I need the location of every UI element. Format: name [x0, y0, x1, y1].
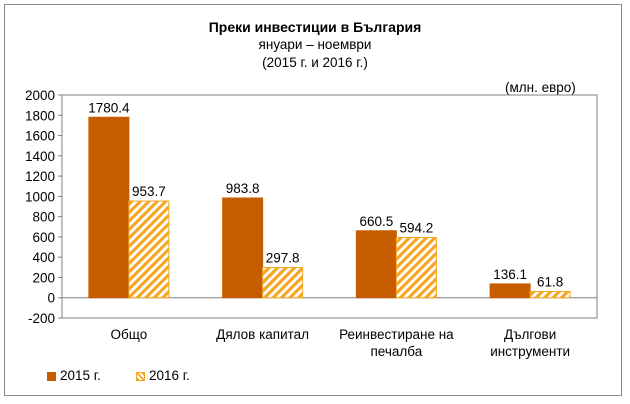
data-labels: 1780.4 953.7 983.8 297.8 660.5 594.2 136.1 61.8 — [88, 100, 563, 289]
chart-frame — [4, 4, 622, 396]
category-label: Дългови — [504, 327, 556, 342]
category-label: инструменти — [490, 344, 570, 359]
legend-swatch-2015 — [47, 372, 56, 381]
unit-label: (млн. евро) — [505, 80, 576, 95]
y-tick-label: 600 — [32, 230, 55, 245]
data-label-2016: 297.8 — [266, 251, 300, 266]
y-tick-label: 1800 — [25, 108, 55, 123]
y-tick-label: 400 — [32, 250, 55, 265]
bar-2015 — [489, 283, 531, 299]
y-tick-label: 200 — [32, 270, 55, 285]
y-tick-label: 1400 — [25, 149, 55, 164]
y-tick-label: 0 — [47, 291, 55, 306]
chart-subtitle-years: (2015 г. и 2016 г.) — [262, 55, 368, 70]
bar-2016 — [262, 267, 304, 299]
data-label-2016: 953.7 — [132, 184, 166, 199]
bar-2016 — [529, 290, 571, 299]
bar-2015 — [222, 197, 264, 299]
chart-subtitle-period: януари – ноември — [258, 37, 372, 52]
y-tick-label: 800 — [32, 210, 55, 225]
bar-2015 — [355, 230, 397, 299]
data-label-2016: 594.2 — [399, 220, 433, 235]
category-label: Реинвестиране на — [339, 327, 454, 342]
bar-2016 — [395, 236, 437, 299]
category-label: Общо — [111, 327, 148, 342]
data-label-2015: 136.1 — [493, 267, 527, 282]
data-label-2016: 61.8 — [537, 274, 563, 289]
legend-label-2015: 2015 г. — [60, 368, 101, 383]
bar-2015 — [88, 116, 130, 299]
category-labels: Общо Дялов капитал Реинвестиране на печалба… — [111, 327, 571, 359]
category-label: Дялов капитал — [216, 327, 309, 342]
bar-2016 — [128, 200, 170, 299]
data-label-2015: 1780.4 — [88, 100, 130, 115]
legend-label-2016: 2016 г. — [149, 368, 190, 383]
bars — [88, 116, 571, 299]
category-label: печалба — [371, 344, 423, 359]
y-tick-label: 1600 — [25, 129, 55, 144]
y-tick-label: 2000 — [25, 88, 55, 103]
data-label-2015: 983.8 — [226, 181, 260, 196]
chart-title: Преки инвестиции в България — [208, 19, 422, 35]
legend-swatch-2016 — [136, 372, 145, 381]
y-tick-label: -200 — [28, 311, 55, 326]
data-label-2015: 660.5 — [359, 214, 393, 229]
y-tick-label: 1200 — [25, 169, 55, 184]
y-tick-label: 1000 — [25, 189, 55, 204]
plot-area — [61, 94, 598, 319]
